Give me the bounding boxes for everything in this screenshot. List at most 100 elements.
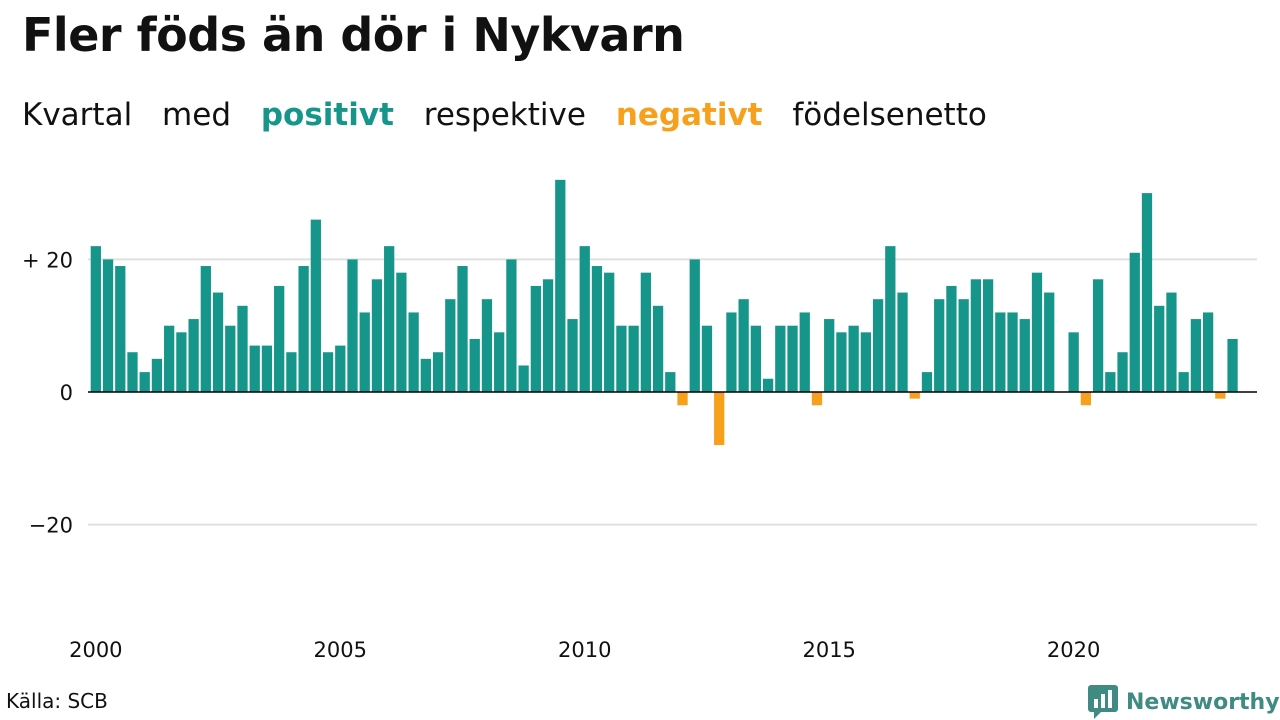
- bar-positive: [188, 319, 199, 392]
- bar-positive: [750, 325, 761, 392]
- bar-positive: [567, 319, 578, 392]
- bar-positive: [970, 279, 982, 392]
- bar-positive: [225, 325, 236, 392]
- x-tick-label: 2010: [558, 638, 611, 662]
- bar-positive: [934, 299, 945, 392]
- bar-positive: [836, 332, 847, 392]
- axes: + 20 0 −20 2000 2005 2010 2015 2020: [22, 248, 1257, 662]
- bar-positive: [848, 325, 859, 392]
- bar-positive: [322, 352, 334, 392]
- bar-positive: [885, 246, 896, 392]
- subtitle-word-kvartal: Kvartal: [22, 97, 133, 133]
- bar-positive: [445, 299, 456, 392]
- bar-positive: [897, 292, 908, 392]
- bar-positive: [237, 305, 248, 392]
- bar-positive: [518, 365, 529, 392]
- bar-positive: [432, 352, 444, 392]
- bar-positive: [824, 319, 835, 392]
- bar-positive: [640, 272, 651, 392]
- bar-positive: [652, 305, 664, 392]
- bar-positive: [628, 325, 639, 392]
- bar-positive: [1129, 252, 1140, 392]
- bar-positive: [457, 266, 468, 392]
- bar-positive: [115, 266, 126, 392]
- bar-positive: [1007, 312, 1018, 392]
- bar-positive: [1166, 292, 1177, 392]
- bar-positive: [1044, 292, 1055, 392]
- bar-chart-speech-bubble-icon: [1088, 685, 1118, 719]
- bar-positive: [1019, 319, 1030, 392]
- bar-positive: [689, 259, 700, 392]
- y-tick-label: −20: [29, 514, 73, 538]
- x-tick-label: 2000: [69, 638, 122, 662]
- bar-positive: [1105, 372, 1116, 392]
- bar-positive: [310, 219, 321, 392]
- bar-positive: [298, 266, 309, 392]
- bar-positive: [1068, 332, 1079, 392]
- subtitle-keyword-negative: negativt: [615, 97, 763, 133]
- bar-positive: [274, 285, 285, 392]
- bar-positive: [1154, 305, 1165, 392]
- bar-positive: [212, 292, 224, 392]
- bar-positive: [1178, 372, 1189, 392]
- bar-positive: [494, 332, 505, 392]
- bar-negative: [677, 392, 688, 406]
- bar-positive: [762, 378, 774, 392]
- bar-positive: [946, 285, 957, 392]
- bar-positive: [872, 299, 884, 392]
- bar-positive: [1202, 312, 1214, 392]
- bar-positive: [982, 279, 994, 392]
- bar-positive: [347, 259, 358, 392]
- bar-positive: [591, 266, 603, 392]
- bar-positive: [579, 246, 590, 392]
- bar-positive: [1190, 319, 1202, 392]
- bar-positive: [738, 299, 749, 392]
- subtitle-word-med: med: [162, 97, 231, 133]
- bar-positive: [506, 259, 517, 392]
- bar-positive: [408, 312, 419, 392]
- bar-positive: [139, 372, 150, 392]
- brand-name: Newsworthy: [1126, 689, 1280, 715]
- bar-positive: [604, 272, 615, 392]
- bar-positive: [102, 259, 114, 392]
- subtitle-keyword-positive: positivt: [260, 97, 394, 133]
- bar-positive: [1141, 193, 1153, 392]
- bar-positive: [164, 325, 175, 392]
- bar-positive: [787, 325, 798, 392]
- y-tick-label: 0: [60, 381, 73, 405]
- bar-positive: [200, 266, 211, 392]
- bar-positive: [530, 285, 541, 392]
- bar-positive: [127, 352, 138, 392]
- bar-positive: [1031, 272, 1043, 392]
- bar-positive: [1092, 279, 1104, 392]
- bars: [90, 179, 1238, 446]
- bar-positive: [90, 246, 101, 392]
- x-tick-label: 2005: [314, 638, 367, 662]
- bar-positive: [371, 279, 383, 392]
- brand-logo: Newsworthy: [1088, 684, 1280, 720]
- bar-positive: [701, 325, 713, 392]
- bar-negative: [714, 392, 725, 446]
- bar-positive: [151, 358, 163, 392]
- bar-positive: [384, 246, 395, 392]
- x-tick-label: 2015: [802, 638, 855, 662]
- bar-positive: [555, 179, 566, 392]
- bar-positive: [726, 312, 737, 392]
- bar-negative: [1215, 392, 1226, 399]
- bar-positive: [420, 358, 431, 392]
- bar-positive: [799, 312, 810, 392]
- bar-positive: [958, 299, 969, 392]
- bar-positive: [176, 332, 187, 392]
- bar-positive: [249, 345, 260, 392]
- bar-positive: [335, 345, 346, 392]
- bar-negative: [1080, 392, 1092, 406]
- bar-positive: [359, 312, 370, 392]
- bar-positive: [261, 345, 273, 392]
- subtitle-word-fodelsenetto: födelsenetto: [792, 97, 987, 133]
- bar-positive: [775, 325, 786, 392]
- bar-positive: [481, 299, 493, 392]
- bar-positive: [860, 332, 872, 392]
- bar-positive: [542, 279, 554, 392]
- page-title: Fler föds än dör i Nykvarn: [22, 8, 685, 62]
